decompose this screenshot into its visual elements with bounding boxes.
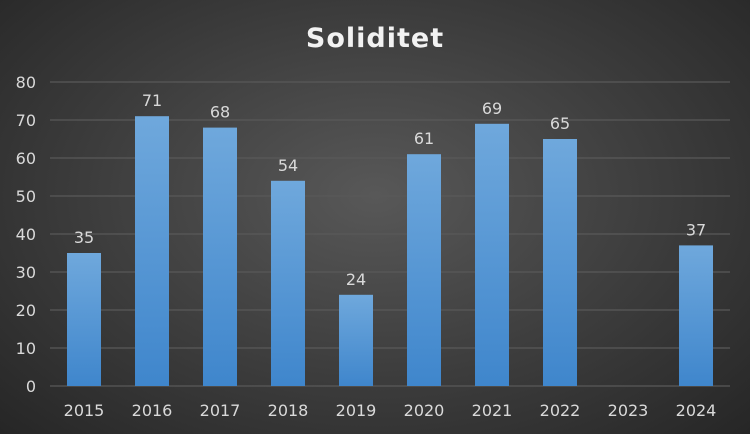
x-tick-label: 2015 — [64, 401, 105, 420]
bar-2020 — [407, 154, 441, 386]
data-label: 24 — [346, 270, 366, 289]
y-tick-label: 10 — [16, 339, 36, 358]
bar-2019 — [339, 294, 373, 386]
x-tick-label: 2018 — [268, 401, 309, 420]
x-tick-label: 2019 — [336, 401, 377, 420]
data-label: 69 — [482, 99, 502, 118]
data-label: 68 — [210, 103, 230, 122]
x-tick-label: 2020 — [404, 401, 445, 420]
x-tick-label: 2022 — [540, 401, 581, 420]
x-tick-label: 2016 — [132, 401, 173, 420]
x-tick-label: 2021 — [472, 401, 513, 420]
bar-2015 — [67, 253, 101, 386]
bar-2021 — [475, 123, 509, 387]
chart-title: Soliditet — [306, 23, 444, 54]
data-label: 65 — [550, 114, 570, 133]
y-tick-label: 70 — [16, 111, 36, 130]
data-label: 37 — [686, 220, 706, 239]
x-tick-label: 2017 — [200, 401, 241, 420]
bar-2018 — [271, 180, 305, 386]
y-tick-label: 40 — [16, 225, 36, 244]
y-tick-label: 30 — [16, 263, 36, 282]
data-label: 54 — [278, 156, 298, 175]
data-label: 71 — [142, 91, 162, 110]
bar-2017 — [203, 127, 237, 386]
bar-2022 — [543, 139, 577, 386]
y-tick-label: 50 — [16, 187, 36, 206]
y-tick-label: 0 — [26, 377, 36, 396]
bar-2016 — [135, 116, 169, 386]
y-tick-label: 80 — [16, 73, 36, 92]
y-tick-label: 60 — [16, 149, 36, 168]
y-tick-label: 20 — [16, 301, 36, 320]
bar-2024 — [679, 245, 713, 386]
x-tick-label: 2024 — [676, 401, 717, 420]
data-label: 35 — [74, 228, 94, 247]
data-label: 61 — [414, 129, 434, 148]
x-tick-label: 2023 — [608, 401, 649, 420]
